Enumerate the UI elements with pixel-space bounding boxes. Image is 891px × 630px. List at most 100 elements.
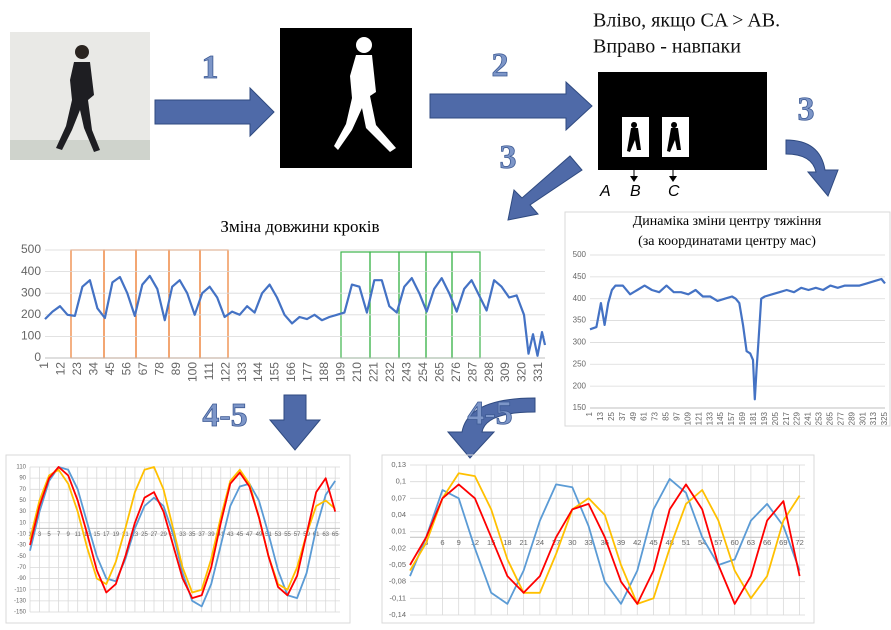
arrow <box>270 395 320 450</box>
y-tick-label: 10 <box>19 520 26 526</box>
chart-title: Зміна довжини кроків <box>220 217 379 236</box>
x-tick-label: 122 <box>218 362 232 382</box>
y-tick-label: -0,02 <box>389 543 406 552</box>
point-label: A <box>599 183 611 200</box>
x-tick-label: 73 <box>651 411 660 420</box>
rule-text: Вправо - навпаки <box>593 36 741 58</box>
cycle-boxes <box>71 250 228 358</box>
y-tick-label: 50 <box>19 498 26 504</box>
x-tick-label: 7 <box>57 532 61 538</box>
x-tick-label: 243 <box>399 362 413 382</box>
x-tick-label: 265 <box>432 362 446 382</box>
x-tick-label: 232 <box>383 362 397 382</box>
x-tick-label: 45 <box>103 362 117 376</box>
x-tick-label: 65 <box>332 532 339 538</box>
x-tick-label: 241 <box>804 411 813 425</box>
step-label: 3 <box>798 91 815 128</box>
x-tick-label: 78 <box>152 362 166 376</box>
y-tick-label: 400 <box>573 294 587 303</box>
arrow <box>430 82 592 130</box>
y-tick-label: 400 <box>21 264 41 278</box>
x-tick-label: 229 <box>793 411 802 425</box>
y-tick-label: -90 <box>17 576 26 582</box>
x-tick-label: 217 <box>782 411 791 425</box>
x-tick-label: 145 <box>716 411 725 425</box>
x-tick-label: 35 <box>189 532 196 538</box>
x-tick-label: 289 <box>847 411 856 425</box>
x-tick-label: 17 <box>103 532 110 538</box>
step-label: 1 <box>202 49 219 86</box>
x-tick-label: 320 <box>515 362 529 382</box>
y-tick-label: -150 <box>14 610 27 616</box>
x-tick-label: 100 <box>185 362 199 382</box>
y-tick-label: 200 <box>21 307 41 321</box>
x-tick-label: 39 <box>617 538 625 547</box>
x-tick-label: 39 <box>208 532 215 538</box>
x-tick-label: 49 <box>629 411 638 420</box>
x-tick-label: 109 <box>683 411 692 425</box>
y-tick-label: 0,07 <box>391 493 406 502</box>
x-tick-label: 325 <box>880 411 889 425</box>
x-tick-label: 34 <box>87 362 101 376</box>
x-tick-label: 331 <box>531 362 545 382</box>
x-tick-label: 287 <box>465 362 479 382</box>
x-tick-label: 6 <box>440 538 444 547</box>
y-tick-label: -0,05 <box>389 560 406 569</box>
step-label: 3 <box>500 139 517 176</box>
x-tick-label: 254 <box>416 362 430 382</box>
x-tick-label: 301 <box>858 411 867 425</box>
x-tick-label: 55 <box>284 532 291 538</box>
x-tick-label: 253 <box>815 411 824 425</box>
x-tick-label: 309 <box>498 362 512 382</box>
x-tick-label: 97 <box>673 411 682 420</box>
silhouette-box <box>280 28 412 168</box>
x-tick-label: 121 <box>694 411 703 425</box>
y-tick-label: 0,1 <box>396 477 406 486</box>
x-tick-label: 1 <box>585 411 594 416</box>
y-tick-label: 500 <box>21 242 41 256</box>
step-label: 4-5 <box>202 397 247 434</box>
arrow <box>786 140 838 196</box>
y-tick-label: 350 <box>573 316 587 325</box>
rule-text: Вліво, якщо CA > AB. <box>593 10 780 32</box>
x-tick-label: 276 <box>449 362 463 382</box>
y-tick-label: 450 <box>573 272 587 281</box>
y-tick-label: -0,14 <box>389 610 406 619</box>
y-tick-label: -10 <box>17 532 26 538</box>
x-tick-label: 72 <box>795 538 803 547</box>
data-line <box>590 279 885 399</box>
x-tick-label: 57 <box>714 538 722 547</box>
y-tick-label: 250 <box>573 359 587 368</box>
x-tick-label: 166 <box>284 362 298 382</box>
chart-subtitle: (за координатами центру мас) <box>638 234 816 249</box>
x-tick-label: 27 <box>151 532 158 538</box>
x-tick-label: 144 <box>251 362 265 382</box>
x-tick-label: 56 <box>120 362 134 376</box>
y-tick-label: 0,04 <box>391 510 406 519</box>
x-tick-label: 63 <box>747 538 755 547</box>
y-tick-label: -110 <box>14 587 26 593</box>
x-tick-label: 45 <box>237 532 244 538</box>
y-tick-label: 100 <box>21 329 41 343</box>
x-tick-label: 33 <box>179 532 186 538</box>
x-tick-label: 53 <box>275 532 282 538</box>
x-tick-label: 30 <box>568 538 576 547</box>
step-label: 2 <box>492 47 509 84</box>
x-tick-label: 12 <box>54 362 68 376</box>
y-tick-label: 90 <box>19 476 26 482</box>
x-tick-label: 133 <box>705 411 714 425</box>
x-tick-label: 63 <box>322 532 329 538</box>
x-tick-label: 57 <box>294 532 301 538</box>
x-tick-label: 85 <box>662 411 671 420</box>
y-tick-label: 300 <box>573 338 587 347</box>
x-tick-label: 181 <box>749 411 758 425</box>
x-tick-label: 111 <box>202 362 216 381</box>
y-tick-label: 0,13 <box>391 460 406 469</box>
x-tick-label: 49 <box>256 532 263 538</box>
x-tick-label: 37 <box>198 532 205 538</box>
x-tick-label: 33 <box>584 538 592 547</box>
y-tick-label: 0,01 <box>391 527 406 536</box>
y-tick-label: -30 <box>17 543 26 549</box>
x-tick-label: 51 <box>682 538 690 547</box>
x-tick-label: 199 <box>334 362 348 382</box>
